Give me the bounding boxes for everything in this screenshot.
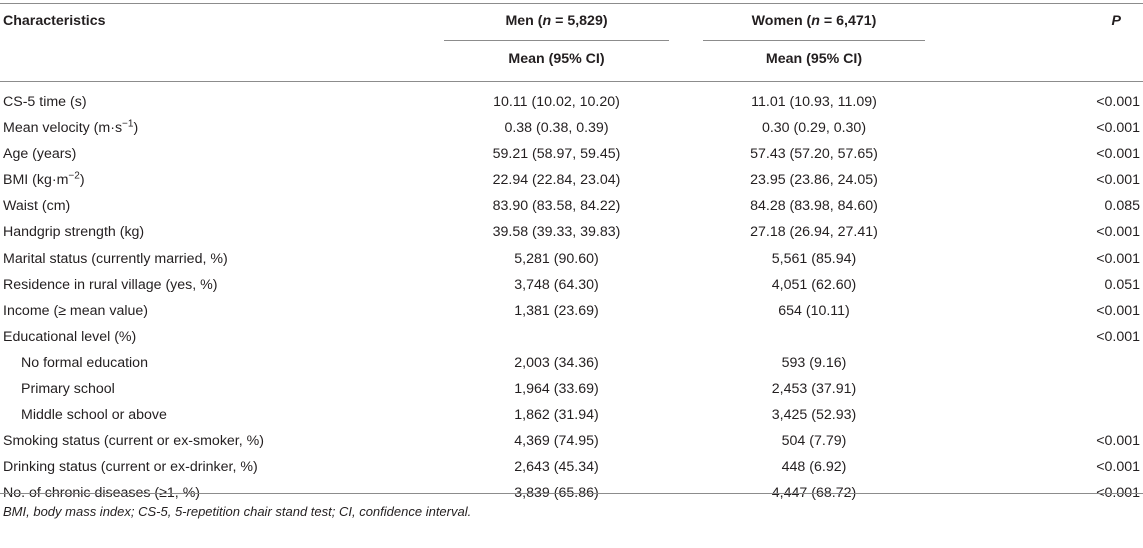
women-subheader-rule: [703, 40, 925, 41]
table-row: CS-5 time (s) 10.11 (10.02, 10.20) 11.01 (…: [0, 91, 1143, 117]
table-row: Drinking status (current or ex-drinker, …: [0, 456, 1143, 482]
women-value: 0.30 (0.29, 0.30): [761, 120, 867, 137]
p-value: <0.001: [1096, 433, 1140, 450]
row-label: Handgrip strength (kg): [3, 224, 145, 241]
header-women-mean-ci: Mean (95% CI): [765, 51, 863, 67]
women-value: 84.28 (83.98, 84.60): [750, 198, 878, 215]
row-label: Drinking status (current or ex-drinker, …: [3, 459, 258, 476]
table-row: Waist (cm) 83.90 (83.58, 84.22) 84.28 (83.…: [0, 195, 1143, 221]
bottom-rule: [0, 493, 1143, 494]
men-value: 22.94 (22.84, 23.04): [492, 172, 621, 189]
table-row: BMI (kg·m−2) 22.94 (22.84, 23.04) 23.95 (2…: [0, 169, 1143, 195]
row-label: Age (years): [3, 146, 77, 163]
header-men-suffix: = 5,829): [551, 13, 608, 29]
p-value: <0.001: [1096, 302, 1140, 319]
men-value: 39.58 (39.33, 39.83): [492, 224, 621, 241]
header-rule: [0, 81, 1143, 82]
table-row: Marital status (currently married, %) 5,2…: [0, 248, 1143, 274]
row-label: Waist (cm): [3, 198, 71, 215]
p-value: <0.001: [1096, 459, 1140, 476]
p-value: <0.001: [1096, 250, 1140, 267]
men-value: 1,964 (33.69): [514, 381, 599, 398]
header-women-prefix: Women (: [751, 13, 812, 29]
women-value: 2,453 (37.91): [771, 381, 857, 398]
row-label: Smoking status (current or ex-smoker, %): [3, 433, 264, 450]
table-row: No formal education 2,003 (34.36) 593 (9.1…: [0, 352, 1143, 378]
women-value: 5,561 (85.94): [771, 250, 857, 267]
row-label: Middle school or above: [21, 407, 167, 424]
p-value: <0.001: [1096, 146, 1140, 163]
row-label: Marital status (currently married, %): [3, 250, 228, 267]
table-row: Residence in rural village (yes, %) 3,748…: [0, 274, 1143, 300]
header-women: Women (n = 6,471): [703, 13, 925, 29]
men-value: 59.21 (58.97, 59.45): [492, 146, 621, 163]
table-row: Mean velocity (m·s−1) 0.38 (0.38, 0.39) 0.…: [0, 117, 1143, 143]
row-label: CS-5 time (s): [3, 94, 87, 110]
women-value: 27.18 (26.94, 27.41): [750, 224, 878, 241]
p-value: 0.085: [1104, 198, 1140, 215]
row-label: No formal education: [21, 354, 148, 371]
women-value: 57.43 (57.20, 57.65): [750, 146, 878, 163]
table-row: Age (years) 59.21 (58.97, 59.45) 57.43 (57…: [0, 143, 1143, 169]
women-value: 23.95 (23.86, 24.05): [750, 172, 878, 189]
table-row: Handgrip strength (kg) 39.58 (39.33, 39.8…: [0, 221, 1143, 247]
row-label: Income (≥ mean value): [3, 302, 148, 319]
men-value: 1,862 (31.94): [514, 407, 599, 424]
men-value: 1,381 (23.69): [514, 302, 599, 319]
table-row: Primary school 1,964 (33.69) 2,453 (37.91): [0, 378, 1143, 404]
women-value: 654 (10.11): [778, 302, 850, 319]
p-value: <0.001: [1096, 120, 1140, 137]
header-men: Men (n = 5,829): [444, 13, 669, 29]
table-row: Middle school or above 1,862 (31.94) 3,425…: [0, 404, 1143, 430]
row-label: Primary school: [21, 381, 115, 398]
header-men-n: n: [542, 13, 552, 29]
table-row: Income (≥ mean value) 1,381 (23.69) 654 (1…: [0, 300, 1143, 326]
p-value: <0.001: [1096, 172, 1140, 189]
row-label: Mean velocity (m·s−1): [3, 118, 139, 137]
p-value: <0.001: [1096, 94, 1140, 110]
top-rule: [0, 3, 1143, 4]
women-value: 448 (6.92): [781, 459, 847, 476]
men-value: 2,643 (45.34): [514, 459, 599, 476]
men-value: 4,369 (74.95): [514, 433, 599, 450]
p-value: <0.001: [1096, 328, 1140, 345]
header-women-n: n: [811, 13, 820, 29]
men-value: 0.38 (0.38, 0.39): [504, 120, 609, 137]
men-value: 2,003 (34.36): [514, 354, 599, 371]
women-value: 504 (7.79): [781, 433, 847, 450]
men-value: 5,281 (90.60): [514, 250, 599, 267]
men-value: 83.90 (83.58, 84.22): [492, 198, 621, 215]
row-label: Residence in rural village (yes, %): [3, 276, 218, 293]
women-value: 11.01 (10.93, 11.09): [751, 94, 877, 110]
men-value: 10.11 (10.02, 10.20): [493, 94, 620, 110]
header-characteristics: Characteristics: [3, 13, 106, 29]
header-men-mean-ci: Mean (95% CI): [508, 51, 605, 67]
row-label: BMI (kg·m−2): [3, 170, 85, 189]
header-p-value: P: [1111, 13, 1121, 29]
women-value: 3,425 (52.93): [771, 407, 857, 424]
p-value: <0.001: [1096, 224, 1140, 241]
women-value: 593 (9.16): [781, 354, 847, 371]
table-body: CS-5 time (s) 10.11 (10.02, 10.20) 11.01 (…: [0, 91, 1143, 509]
table-footnote: BMI, body mass index; CS-5, 5-repetition…: [3, 504, 472, 519]
women-value: 4,051 (62.60): [771, 276, 857, 293]
table-row: Smoking status (current or ex-smoker, %)…: [0, 430, 1143, 456]
p-value: 0.051: [1104, 276, 1140, 293]
row-label: Educational level (%): [3, 328, 137, 345]
header-women-suffix: = 6,471): [819, 13, 877, 29]
header-men-prefix: Men (: [505, 13, 543, 29]
table-row: Educational level (%) <0.001: [0, 326, 1143, 352]
men-subheader-rule: [444, 40, 669, 41]
men-value: 3,748 (64.30): [514, 276, 599, 293]
